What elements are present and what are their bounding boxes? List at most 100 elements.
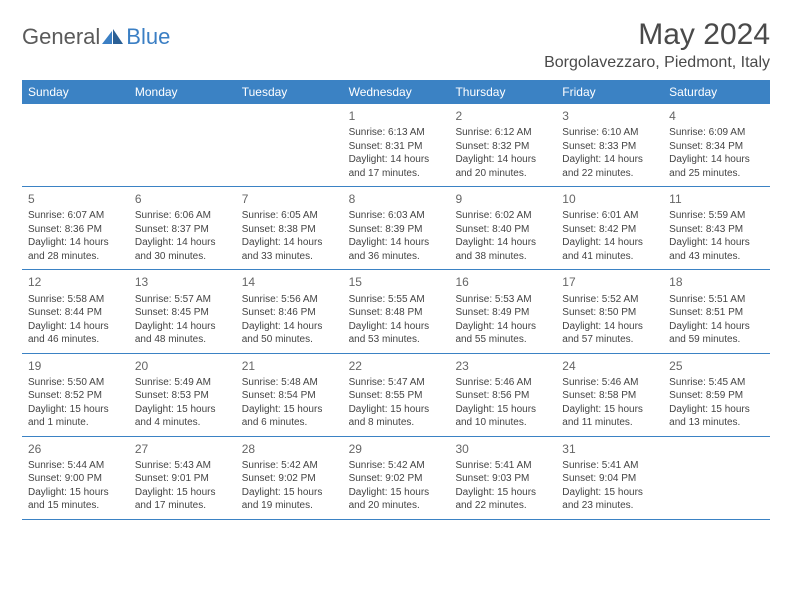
day-info-line: Sunrise: 5:42 AM [349, 459, 444, 473]
day-header-wed: Wednesday [343, 80, 450, 104]
day-cell: 23Sunrise: 5:46 AMSunset: 8:56 PMDayligh… [449, 354, 556, 436]
day-info-line: Daylight: 14 hours [562, 236, 657, 250]
day-info-line: and 43 minutes. [669, 250, 764, 264]
day-cell: 15Sunrise: 5:55 AMSunset: 8:48 PMDayligh… [343, 270, 450, 352]
day-cell: 6Sunrise: 6:06 AMSunset: 8:37 PMDaylight… [129, 187, 236, 269]
day-header-sun: Sunday [22, 80, 129, 104]
day-info-line: Daylight: 15 hours [242, 486, 337, 500]
day-info-line: Sunrise: 5:53 AM [455, 293, 550, 307]
day-info-line: Sunrise: 5:46 AM [562, 376, 657, 390]
day-info-line: Sunrise: 5:59 AM [669, 209, 764, 223]
day-number: 27 [135, 441, 230, 457]
day-number: 4 [669, 108, 764, 124]
day-info-line: Sunrise: 5:41 AM [562, 459, 657, 473]
day-cell: 22Sunrise: 5:47 AMSunset: 8:55 PMDayligh… [343, 354, 450, 436]
day-number: 26 [28, 441, 123, 457]
day-cell: . [22, 104, 129, 186]
day-info-line: Daylight: 15 hours [349, 486, 444, 500]
day-cell: 30Sunrise: 5:41 AMSunset: 9:03 PMDayligh… [449, 437, 556, 519]
day-cell: 16Sunrise: 5:53 AMSunset: 8:49 PMDayligh… [449, 270, 556, 352]
day-info-line: Daylight: 14 hours [562, 153, 657, 167]
day-info-line: Sunset: 9:02 PM [242, 472, 337, 486]
day-number: 9 [455, 191, 550, 207]
day-number: 12 [28, 274, 123, 290]
day-info-line: Daylight: 15 hours [562, 486, 657, 500]
day-number: 23 [455, 358, 550, 374]
day-info-line: and 4 minutes. [135, 416, 230, 430]
day-info-line: Sunrise: 5:46 AM [455, 376, 550, 390]
day-info-line: and 36 minutes. [349, 250, 444, 264]
day-info-line: Sunset: 9:00 PM [28, 472, 123, 486]
day-header-row: Sunday Monday Tuesday Wednesday Thursday… [22, 80, 770, 104]
day-info-line: Sunset: 8:51 PM [669, 306, 764, 320]
day-info-line: Sunset: 8:53 PM [135, 389, 230, 403]
day-header-fri: Friday [556, 80, 663, 104]
day-info-line: Daylight: 14 hours [242, 236, 337, 250]
day-header-tue: Tuesday [236, 80, 343, 104]
day-info-line: Sunset: 8:38 PM [242, 223, 337, 237]
day-info-line: and 50 minutes. [242, 333, 337, 347]
day-info-line: and 25 minutes. [669, 167, 764, 181]
day-info-line: Sunrise: 6:02 AM [455, 209, 550, 223]
day-info-line: and 20 minutes. [455, 167, 550, 181]
day-info-line: Daylight: 15 hours [135, 403, 230, 417]
day-info-line: Sunset: 9:04 PM [562, 472, 657, 486]
day-info-line: Sunrise: 6:07 AM [28, 209, 123, 223]
day-info-line: Sunrise: 5:57 AM [135, 293, 230, 307]
day-info-line: Daylight: 14 hours [455, 320, 550, 334]
day-cell: . [236, 104, 343, 186]
day-number: 6 [135, 191, 230, 207]
day-number: 31 [562, 441, 657, 457]
day-info-line: Sunset: 8:34 PM [669, 140, 764, 154]
day-info-line: Sunset: 8:50 PM [562, 306, 657, 320]
day-number: 3 [562, 108, 657, 124]
day-number: 16 [455, 274, 550, 290]
day-info-line: and 41 minutes. [562, 250, 657, 264]
day-info-line: Daylight: 15 hours [28, 486, 123, 500]
day-info-line: Daylight: 14 hours [669, 236, 764, 250]
day-number: 21 [242, 358, 337, 374]
day-number: 1 [349, 108, 444, 124]
day-number: 22 [349, 358, 444, 374]
day-header-mon: Monday [129, 80, 236, 104]
day-info-line: Sunrise: 6:12 AM [455, 126, 550, 140]
day-number: 10 [562, 191, 657, 207]
day-cell: 18Sunrise: 5:51 AMSunset: 8:51 PMDayligh… [663, 270, 770, 352]
day-cell: 25Sunrise: 5:45 AMSunset: 8:59 PMDayligh… [663, 354, 770, 436]
day-cell: 27Sunrise: 5:43 AMSunset: 9:01 PMDayligh… [129, 437, 236, 519]
day-info-line: and 46 minutes. [28, 333, 123, 347]
day-info-line: Sunrise: 6:09 AM [669, 126, 764, 140]
day-cell: 8Sunrise: 6:03 AMSunset: 8:39 PMDaylight… [343, 187, 450, 269]
day-cell: 11Sunrise: 5:59 AMSunset: 8:43 PMDayligh… [663, 187, 770, 269]
day-info-line: Sunrise: 5:45 AM [669, 376, 764, 390]
day-info-line: and 17 minutes. [349, 167, 444, 181]
day-number: 24 [562, 358, 657, 374]
day-number: 15 [349, 274, 444, 290]
day-cell: 21Sunrise: 5:48 AMSunset: 8:54 PMDayligh… [236, 354, 343, 436]
day-cell: 3Sunrise: 6:10 AMSunset: 8:33 PMDaylight… [556, 104, 663, 186]
day-number: 8 [349, 191, 444, 207]
day-info-line: Sunset: 8:48 PM [349, 306, 444, 320]
logo-text-blue: Blue [126, 24, 170, 50]
day-info-line: Sunrise: 5:58 AM [28, 293, 123, 307]
day-info-line: Sunrise: 5:48 AM [242, 376, 337, 390]
day-cell: 12Sunrise: 5:58 AMSunset: 8:44 PMDayligh… [22, 270, 129, 352]
day-cell: 19Sunrise: 5:50 AMSunset: 8:52 PMDayligh… [22, 354, 129, 436]
day-info-line: Sunset: 8:32 PM [455, 140, 550, 154]
day-info-line: and 23 minutes. [562, 499, 657, 513]
day-info-line: and 55 minutes. [455, 333, 550, 347]
day-info-line: and 20 minutes. [349, 499, 444, 513]
day-info-line: Daylight: 15 hours [455, 403, 550, 417]
day-cell: 20Sunrise: 5:49 AMSunset: 8:53 PMDayligh… [129, 354, 236, 436]
day-info-line: and 28 minutes. [28, 250, 123, 264]
day-info-line: Daylight: 14 hours [135, 320, 230, 334]
day-info-line: Daylight: 14 hours [242, 320, 337, 334]
day-info-line: Sunrise: 5:52 AM [562, 293, 657, 307]
location-text: Borgolavezzaro, Piedmont, Italy [544, 54, 770, 72]
day-info-line: Sunset: 8:59 PM [669, 389, 764, 403]
day-info-line: and 22 minutes. [562, 167, 657, 181]
day-info-line: and 13 minutes. [669, 416, 764, 430]
day-info-line: Sunset: 8:46 PM [242, 306, 337, 320]
day-info-line: Sunrise: 5:49 AM [135, 376, 230, 390]
day-cell: 17Sunrise: 5:52 AMSunset: 8:50 PMDayligh… [556, 270, 663, 352]
